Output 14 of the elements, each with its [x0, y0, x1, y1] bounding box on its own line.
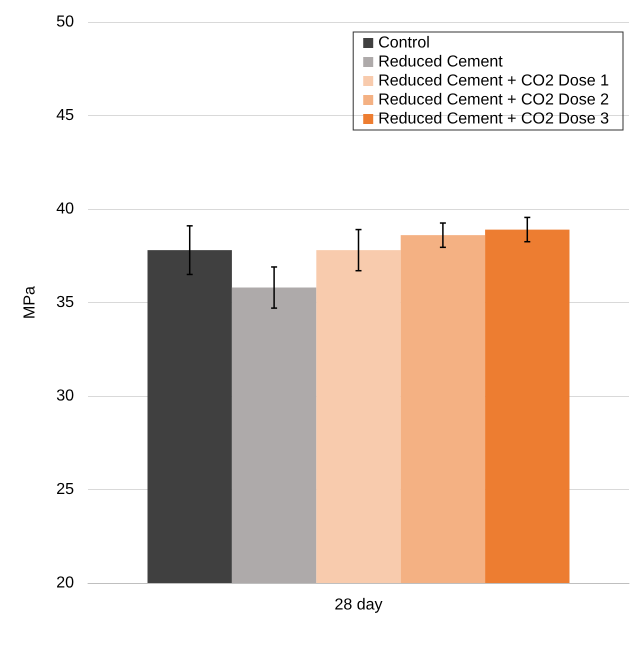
legend-label: Reduced Cement + CO2 Dose 3 [378, 110, 610, 128]
legend-label: Reduced Cement + CO2 Dose 1 [378, 72, 610, 90]
y-tick-label: 25 [56, 481, 74, 498]
x-tick-label: 28 day [334, 596, 383, 614]
legend-label: Control [378, 34, 430, 52]
y-tick-label: 35 [56, 294, 74, 311]
y-tick-label: 50 [56, 14, 74, 30]
y-tick-label: 45 [56, 107, 74, 124]
legend-label: Reduced Cement [378, 54, 504, 70]
y-tick-label: 30 [56, 388, 74, 404]
legend-label: Reduced Cement + CO2 Dose 2 [378, 92, 610, 108]
y-tick-label: 40 [56, 200, 74, 218]
y-tick-label: 20 [56, 574, 74, 592]
y-axis-title: MPa [22, 286, 38, 319]
